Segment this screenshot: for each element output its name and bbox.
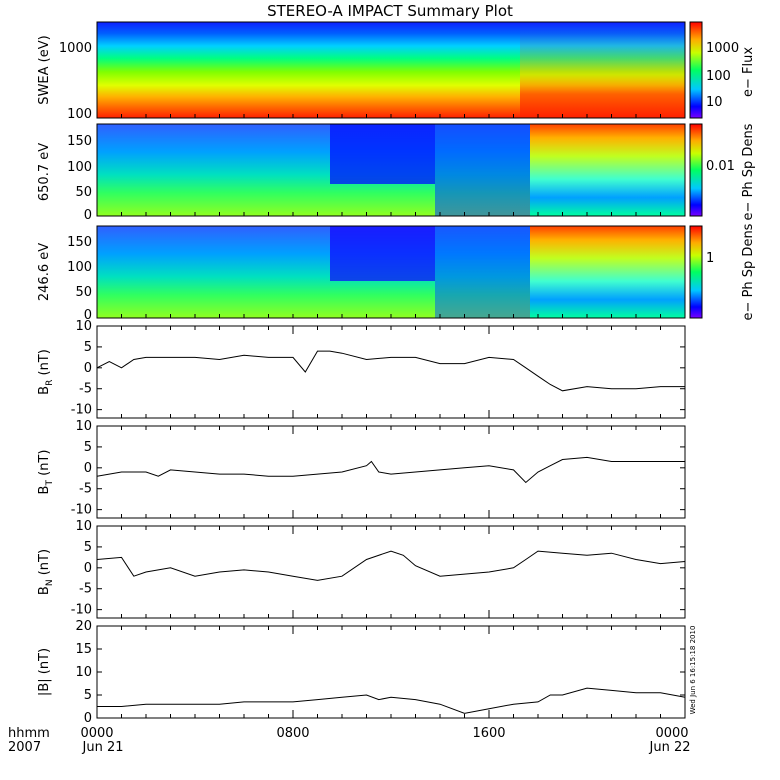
time-axis: hhmm 2007 0000 Jun 21 0800 1600 0000 Jun… — [8, 726, 691, 755]
pad246-cbar-tick: 1 — [706, 251, 714, 266]
br-ylabel-unit: (nT) — [37, 349, 52, 379]
br-ylabel-sub: R — [45, 380, 55, 386]
pad650-panel: 650.7 eV 150 100 50 0 0.01 e− Ph Sp Dens — [37, 123, 756, 223]
time-tick-1600: 1600 — [472, 726, 505, 741]
pad246-dark-band-2 — [435, 226, 530, 318]
bmag-ytick-label: 5 — [84, 688, 92, 703]
bn-ylabel: BN (nT) — [37, 549, 55, 595]
bt-ytick-label: -5 — [79, 482, 92, 497]
swea-colorbar — [689, 21, 703, 119]
pad650-late-region — [530, 124, 685, 216]
bn-ytick-label: 5 — [84, 540, 92, 555]
pad246-ylabel: 246.6 eV — [37, 243, 52, 301]
bn-ytick-label: 10 — [75, 519, 92, 534]
pad650-colorbar — [689, 123, 703, 217]
time-tick-date-start: Jun 21 — [82, 740, 124, 755]
bmag-ylabel-main: |B| (nT) — [37, 648, 52, 696]
br-ylabel-main: B — [37, 386, 52, 395]
pad650-ytick-0: 0 — [84, 208, 92, 223]
bt-ytick-label: 10 — [75, 419, 92, 434]
bmag-series-line — [97, 687, 686, 714]
pad246-panel: 246.6 eV 150 100 50 0 1 e− Ph Sp Dens — [37, 223, 756, 323]
bt-ytick-label: 0 — [84, 461, 92, 476]
swea-cbar-tick-100: 100 — [706, 69, 731, 84]
br-ytick-label: 10 — [75, 319, 92, 334]
bt-ytick-label: 5 — [84, 440, 92, 455]
swea-cbar-tick-1000: 1000 — [706, 41, 739, 56]
time-tick-date-end: Jun 22 — [649, 740, 691, 755]
bt-ytick-label: -10 — [71, 503, 92, 518]
swea-cbar-tick-10: 10 — [706, 95, 723, 110]
bn-ytick-label: 0 — [84, 561, 92, 576]
bn-ylabel-sub: N — [45, 579, 55, 586]
pad246-ytick-100: 100 — [67, 260, 92, 275]
bn-ytick-label: -10 — [71, 603, 92, 618]
bn-ytick-label: -5 — [79, 582, 92, 597]
br-ytick-label: -5 — [79, 382, 92, 397]
pad650-cbar-label: e− Ph Sp Dens — [741, 123, 756, 220]
bn-ylabel-unit: (nT) — [37, 549, 52, 579]
br-ytick-label: -10 — [71, 403, 92, 418]
pad246-late-region — [530, 226, 685, 318]
bn-series-line — [96, 550, 686, 581]
time-tick-0800: 0800 — [276, 726, 309, 741]
swea-cbar-label: e− Flux — [741, 47, 756, 97]
pad246-colorbar — [689, 225, 703, 319]
bn-frame — [96, 525, 686, 619]
time-axis-label-year: 2007 — [8, 740, 41, 755]
time-tick-0000-end: 0000 — [655, 726, 688, 741]
pad650-dark-band-2 — [435, 124, 530, 216]
pad650-ytick-150: 150 — [67, 134, 92, 149]
bmag-ytick-label: 10 — [75, 665, 92, 680]
swea-late-enhancement — [520, 22, 685, 118]
figure-title: STEREO-A IMPACT Summary Plot — [267, 2, 513, 20]
pad650-ytick-50: 50 — [75, 185, 92, 200]
pad650-dark-band — [330, 124, 435, 184]
pad650-ylabel: 650.7 eV — [37, 143, 52, 201]
bt-ylabel-sub: T — [45, 480, 55, 487]
bt-ylabel-main: B — [37, 486, 52, 495]
time-axis-label-hhmm: hhmm — [8, 726, 50, 741]
pad246-ytick-0: 0 — [84, 308, 92, 323]
pad650-cbar-tick: 0.01 — [706, 159, 735, 174]
br-frame — [96, 325, 686, 419]
bt-series-line — [96, 456, 685, 484]
pad246-cbar-label: e− Ph Sp Dens — [741, 223, 756, 320]
timestamp: Wed Jun 6 16:15:18 2010 — [689, 626, 697, 715]
bn-ylabel-main: B — [37, 586, 52, 595]
br-ytick-label: 5 — [84, 340, 92, 355]
pad246-ytick-150: 150 — [67, 235, 92, 250]
swea-ylabel: SWEA (eV) — [37, 35, 52, 104]
swea-panel: SWEA (eV) 1000 100 1000 100 10 e− Flux — [37, 21, 756, 122]
time-tick-0000-start: 0000 — [80, 726, 113, 741]
bt-ylabel-unit: (nT) — [37, 450, 52, 480]
br-series-line — [96, 350, 685, 392]
br-ylabel: BR (nT) — [37, 349, 55, 395]
bt-ylabel: BT (nT) — [37, 450, 55, 495]
bmag-ytick-label: 20 — [75, 619, 92, 634]
bt-frame — [96, 425, 686, 519]
bmag-ylabel: |B| (nT) — [37, 648, 52, 696]
pad246-dark-band — [330, 226, 435, 281]
swea-ytick-100: 100 — [67, 107, 92, 122]
br-ytick-label: 0 — [84, 361, 92, 376]
swea-ytick-1000: 1000 — [59, 41, 92, 56]
bmag-ytick-label: 15 — [75, 642, 92, 657]
bmag-ytick-label: 0 — [84, 711, 92, 726]
pad246-ytick-50: 50 — [75, 285, 92, 300]
pad650-ytick-100: 100 — [67, 160, 92, 175]
